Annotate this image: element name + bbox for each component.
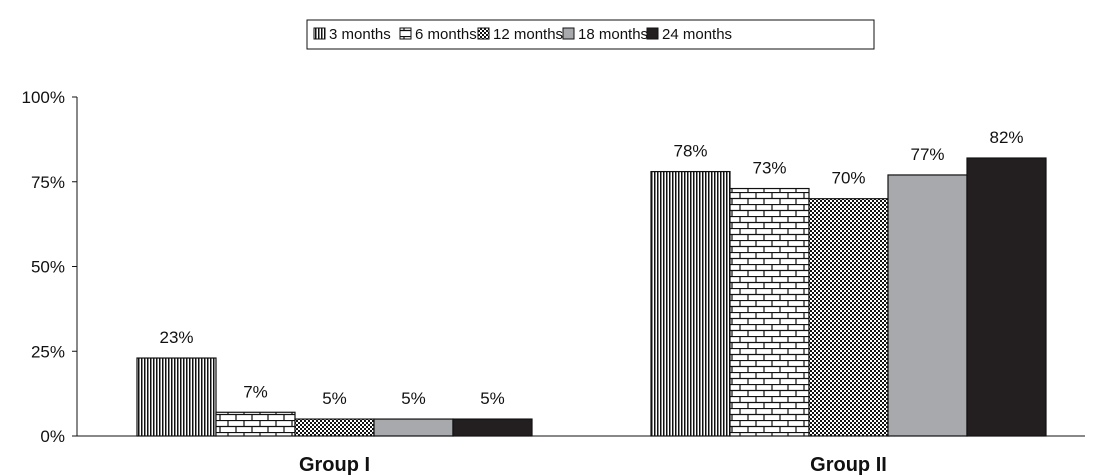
bar <box>373 418 454 437</box>
bar <box>808 198 889 437</box>
legend-swatch <box>477 27 490 40</box>
data-labels: 23% 7% 5% 5% 5% 78% 73% 70% 77% 82% <box>159 128 1023 408</box>
data-label: 5% <box>401 389 426 408</box>
data-label: 5% <box>322 389 347 408</box>
data-label: 82% <box>989 128 1023 147</box>
bar <box>294 418 375 437</box>
legend-label: 6 months <box>415 26 477 43</box>
legend-swatch <box>646 27 659 40</box>
data-label: 77% <box>910 145 944 164</box>
bar <box>215 411 296 437</box>
y-axis: 0% 25% 50% 75% 100% <box>22 88 78 446</box>
category-label: Group II <box>810 454 887 476</box>
bar <box>887 174 968 437</box>
legend: 3 months 6 months 12 months 18 months 24 mon… <box>306 19 875 50</box>
legend-swatch <box>313 27 326 40</box>
legend-label: 12 months <box>493 26 563 43</box>
category-label: Group I <box>299 454 370 476</box>
legend-label: 24 months <box>662 26 732 43</box>
legend-item: 3 months <box>313 26 391 43</box>
bar <box>650 170 731 437</box>
y-tick-label: 50% <box>31 258 65 277</box>
data-label: 78% <box>673 142 707 161</box>
legend-item: 24 months <box>646 26 732 43</box>
bar <box>729 187 810 437</box>
legend-swatch <box>399 27 412 40</box>
legend-label: 3 months <box>329 26 391 43</box>
bar <box>136 357 217 437</box>
bars <box>136 157 1047 437</box>
data-label: 5% <box>480 389 505 408</box>
y-tick-label: 25% <box>31 342 65 361</box>
data-label: 7% <box>243 382 268 401</box>
legend-item: 18 months <box>562 26 648 43</box>
data-label: 73% <box>752 159 786 178</box>
bar <box>966 157 1047 437</box>
legend-item: 12 months <box>477 26 563 43</box>
bar <box>452 418 533 437</box>
legend-label: 18 months <box>578 26 648 43</box>
legend-item: 6 months <box>399 26 477 43</box>
y-tick-label: 75% <box>31 173 65 192</box>
legend-swatch <box>562 27 575 40</box>
y-tick-label: 0% <box>40 427 65 446</box>
data-label: 70% <box>831 169 865 188</box>
category-labels: Group I Group II <box>299 454 887 476</box>
y-tick-label: 100% <box>22 88 65 107</box>
data-label: 23% <box>159 328 193 347</box>
